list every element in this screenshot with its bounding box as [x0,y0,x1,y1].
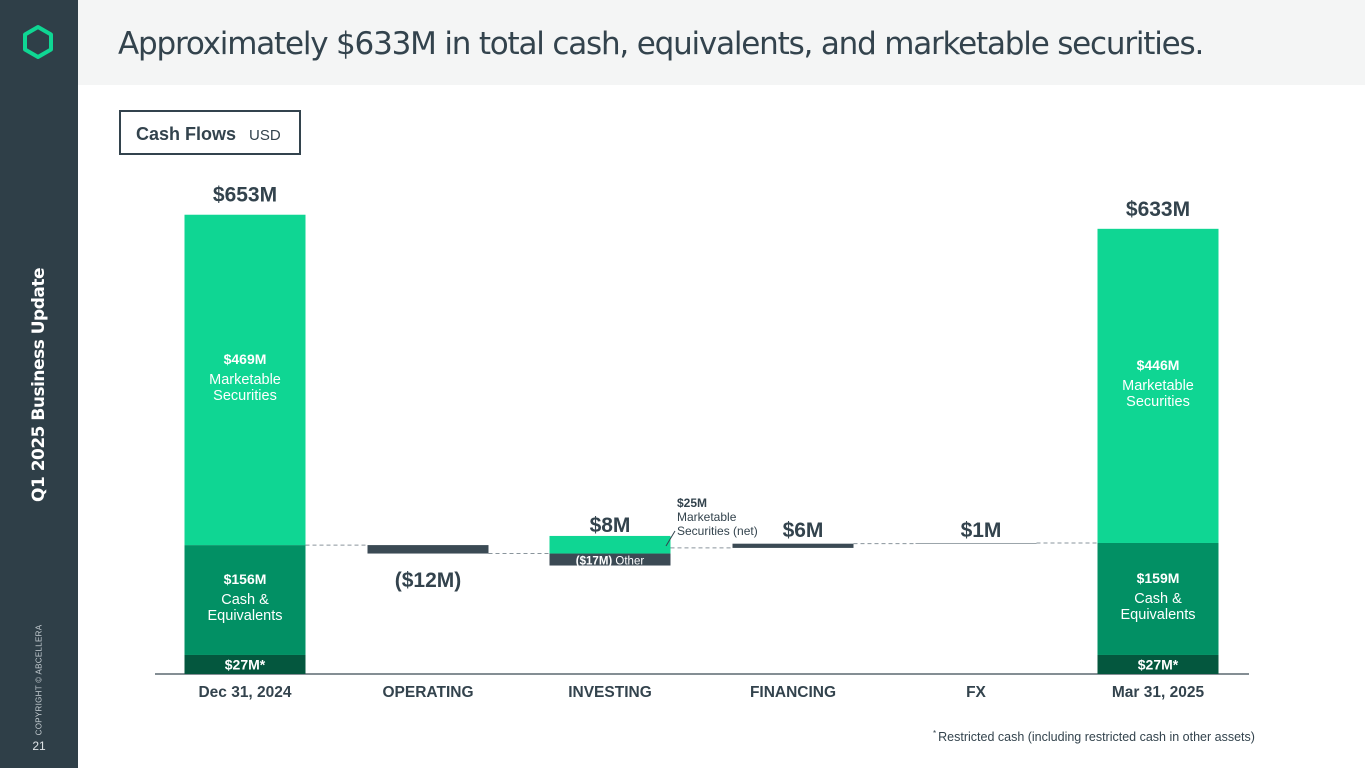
mar-2025-marketable-securities-value: $446M [1137,357,1180,373]
investing-value-label: $8M [590,514,631,537]
mar-2025-cash-equivalents-value: $159M [1137,570,1180,586]
dec-2024-cash-equivalents-value: $156M [224,571,267,587]
dec-2024-bar-segment-1 [184,654,306,674]
x-tick-label-4: FINANCING [750,684,836,701]
mar-2025-marketable-securities-name-line-2: Securities [1126,394,1190,410]
mar-2025-cash-equivalents-name-line-2: Equivalents [1121,607,1196,623]
fx-value-label: $1M [961,519,1002,542]
hexagon-logo-icon [23,25,53,59]
dec-2024-total-label: $653M [213,184,277,207]
x-tick-label-3: INVESTING [568,684,652,701]
operating-value-label: ($12M) [395,569,462,592]
dec-2024-marketable-securities-value: $469M [224,351,267,367]
mar-2025-marketable-securities-name-line-1: Marketable [1122,378,1194,394]
x-tick-label-1: Dec 31, 2024 [198,684,291,701]
investing-other-value: ($17M) [576,556,616,568]
sidebar: Q1 2025 Business Update COPYRIGHT © ABCE… [0,0,78,768]
mar-2025-bar-segment-1 [1097,654,1219,674]
financing-bar [732,543,854,548]
dec-2024-marketable-securities-name-line-2: Securities [213,388,277,404]
operating-bar [367,545,489,554]
page-title: Approximately $633M in total cash, equiv… [118,26,1204,62]
dec-2024-bar-segment-3 [184,214,306,546]
mar-2025-cash-equivalents-name-line-1: Cash & [1134,591,1182,607]
x-tick-label-6: Mar 31, 2025 [1112,684,1205,701]
x-tick-label-2: OPERATING [383,684,474,701]
investing-other-name: Other [615,556,644,568]
dec-2024-bar-segment-2 [184,545,306,655]
footnote-text: Restricted cash (including restricted ca… [938,730,1255,744]
investing-other-label: ($17M) Other [576,556,645,568]
chart-unit: USD [249,127,281,144]
mar-2025-bar-segment-3 [1097,228,1219,543]
investing-callout-line [665,530,676,547]
chart-title-box: Cash Flows USD [119,110,301,155]
mar-2025-restricted-label: $27M* [1138,656,1179,672]
dec-2024-restricted-label: $27M* [225,656,266,672]
investing-marketable-value: $25M [677,496,707,510]
x-tick-label-5: FX [966,684,986,701]
footnote-marker: * [933,729,937,738]
mar-2025-bar-segment-2 [1097,542,1219,655]
fx-bar [915,542,1037,544]
mar-2025-total-label: $633M [1126,198,1190,221]
dec-2024-cash-equivalents-name-line-1: Cash & [221,592,269,608]
dec-2024-marketable-securities-name-line-1: Marketable [209,372,281,388]
financing-value-label: $6M [783,519,824,542]
header: Approximately $633M in total cash, equiv… [78,0,1365,85]
investing-marketable-name-line-1: Marketable [677,510,737,524]
dec-2024-cash-equivalents-name-line-2: Equivalents [208,608,283,624]
investing-marketable-bar [549,535,671,554]
chart-title: Cash Flows [136,124,237,144]
investing-marketable-name-line-2: Securities (net) [677,524,758,538]
page-number: 21 [32,739,46,753]
investing-other-bar [549,553,671,566]
footnote: * Restricted cash (including restricted c… [933,729,1255,744]
